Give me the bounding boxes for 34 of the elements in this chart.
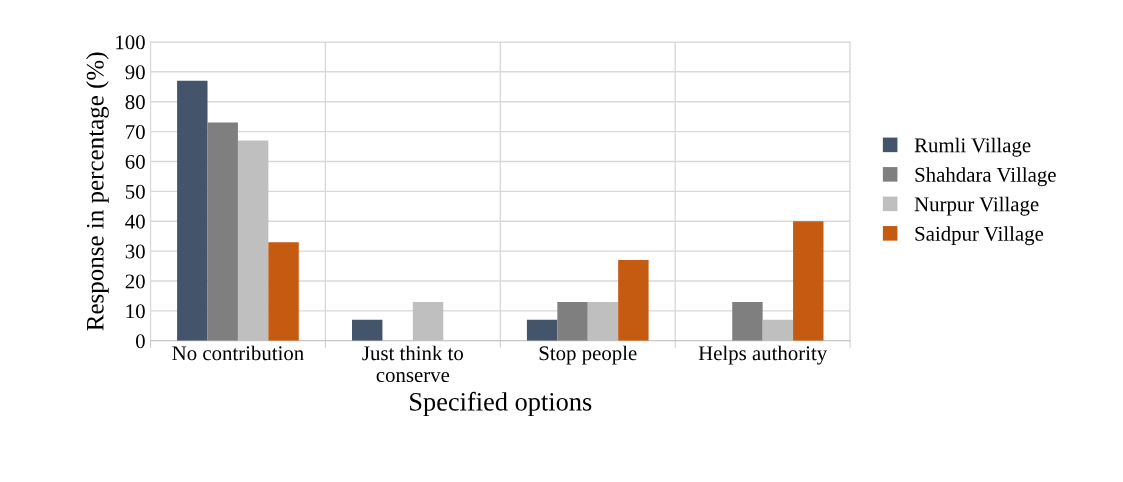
bar: [237, 140, 269, 341]
bar: [732, 301, 763, 341]
legend-label: Rumli Village: [914, 137, 1031, 157]
legend-label: Shahdara Village: [915, 167, 1056, 187]
x-tick-label: Stop people: [539, 345, 637, 365]
y-tick-label: 80: [125, 95, 145, 110]
y-tick-label: 50: [126, 184, 145, 199]
bar: [268, 242, 299, 341]
bar: [587, 301, 619, 341]
y-tick-label: 30: [125, 244, 145, 259]
x-tick-label: Just think to conserve: [362, 345, 463, 383]
bar: [557, 301, 588, 341]
x-axis-title: Specified options: [410, 391, 592, 417]
bar: [526, 319, 558, 341]
bar: [412, 301, 444, 341]
y-axis-title: Response in percentage (%): [86, 52, 109, 331]
legend-label: Saidpur Village: [915, 226, 1044, 246]
y-tick-label: 60: [125, 154, 145, 169]
bar: [207, 122, 238, 341]
y-tick-label: 10: [126, 304, 145, 319]
bar: [618, 260, 649, 341]
y-tick-label: 40: [125, 214, 145, 229]
bar: [762, 319, 794, 341]
y-tick-label: 20: [125, 274, 145, 289]
y-tick-label: 0: [136, 334, 145, 349]
bar: [177, 80, 208, 341]
y-tick-label: 90: [125, 65, 145, 80]
legend-label: Nurpur Village: [914, 196, 1039, 216]
bar: [793, 221, 824, 341]
x-tick-label: No contribution: [172, 345, 304, 361]
y-tick-label: 100: [116, 35, 145, 50]
bar: [352, 319, 383, 341]
y-tick-label: 70: [126, 124, 145, 140]
x-tick-label: Helps authority: [698, 345, 828, 365]
